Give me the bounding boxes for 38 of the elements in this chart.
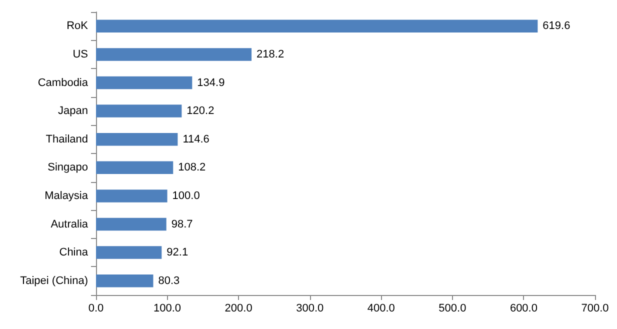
y-tick-label: Taipei (China)	[20, 274, 88, 287]
y-tick-label: China	[59, 246, 89, 259]
y-tick-label: Autralia	[50, 218, 89, 230]
x-tick-label: 600.0	[510, 302, 538, 314]
data-label: 108.2	[178, 162, 206, 174]
bar	[96, 20, 538, 33]
y-tick-label: Cambodia	[38, 76, 89, 89]
x-tick-label: 200.0	[224, 302, 252, 314]
data-label: 114.6	[182, 133, 210, 146]
y-tick-label: US	[72, 48, 88, 60]
y-tick-label: RoK	[66, 20, 89, 32]
bar	[96, 104, 182, 118]
x-tick-label: 100.0	[154, 302, 182, 314]
bar	[96, 274, 154, 288]
y-tick-label: Singapo	[48, 162, 88, 174]
y-tick-label: Thailand	[46, 133, 88, 146]
x-tick-label: 700.0	[581, 302, 609, 314]
x-tick-label: 300.0	[296, 302, 324, 314]
y-tick-label: Malaysia	[44, 190, 89, 202]
bar	[96, 190, 168, 202]
data-label: 100.0	[172, 190, 200, 202]
data-label: 619.6	[542, 20, 570, 32]
data-label: 92.1	[166, 246, 188, 259]
bar	[96, 218, 166, 231]
bar	[96, 246, 162, 259]
bar	[96, 76, 192, 90]
data-label: 134.9	[197, 76, 225, 89]
data-label: 98.7	[171, 218, 193, 230]
y-tick-label: Japan	[58, 105, 88, 118]
data-label: 120.2	[186, 105, 214, 118]
bar	[96, 48, 252, 61]
x-tick-label: 0.0	[88, 302, 104, 314]
data-label: 80.3	[158, 274, 180, 287]
data-label: 218.2	[256, 48, 284, 60]
bar	[96, 161, 174, 174]
bar	[96, 132, 178, 146]
x-tick-label: 400.0	[367, 302, 395, 314]
x-tick-label: 500.0	[438, 302, 466, 314]
